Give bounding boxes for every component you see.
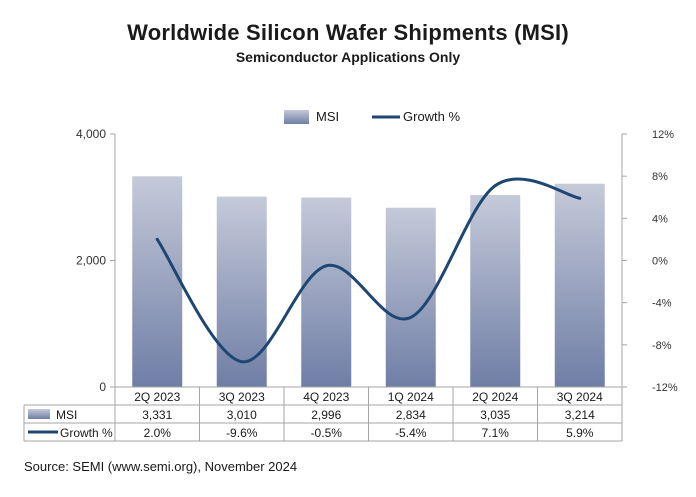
growth-point-3 xyxy=(409,315,413,319)
x-tick-label: 3Q 2023 xyxy=(219,390,265,404)
bar-msi-1 xyxy=(216,196,267,387)
y-left-tick-label: 2,000 xyxy=(76,254,106,268)
y-right-tick-label: -8% xyxy=(652,340,672,352)
y-right-tick-label: 4% xyxy=(652,213,668,225)
data-label-growth: 7.1% xyxy=(482,426,510,440)
bar-msi-0 xyxy=(132,176,183,387)
data-label-growth: 5.9% xyxy=(566,426,594,440)
source-note: Source: SEMI (www.semi.org), November 20… xyxy=(24,459,298,474)
y-right-tick-label: -12% xyxy=(652,382,678,394)
data-label-msi: 3,331 xyxy=(142,408,172,422)
data-label-msi: 2,996 xyxy=(311,408,341,422)
x-tick-label: 2Q 2023 xyxy=(134,390,180,404)
y-left-tick-label: 0 xyxy=(99,380,106,394)
data-label-msi: 2,834 xyxy=(396,408,426,422)
growth-point-5 xyxy=(578,196,582,200)
legend-swatch-msi xyxy=(284,110,309,124)
data-label-growth: -5.4% xyxy=(395,426,427,440)
legend-label-growth: Growth % xyxy=(403,109,461,124)
table-swatch-msi xyxy=(28,409,50,419)
y-right-tick-label: 0% xyxy=(652,256,668,268)
line-series-growth xyxy=(155,177,582,364)
chart-title: Worldwide Silicon Wafer Shipments (MSI) xyxy=(127,20,569,45)
growth-point-1 xyxy=(240,360,244,364)
growth-point-0 xyxy=(155,237,159,241)
growth-point-4 xyxy=(493,184,497,188)
data-label-growth: -9.6% xyxy=(226,426,258,440)
y-right-tick-label: -4% xyxy=(652,298,672,310)
y-left-tick-label: 4,000 xyxy=(76,127,106,141)
data-label-msi: 3,035 xyxy=(480,408,510,422)
legend-label-msi: MSI xyxy=(316,109,339,124)
y-right-tick-label: 8% xyxy=(652,171,668,183)
data-label-growth: 2.0% xyxy=(144,426,172,440)
bar-msi-5 xyxy=(554,183,605,387)
chart-subtitle: Semiconductor Applications Only xyxy=(235,49,461,65)
table-row-label-growth: Growth % xyxy=(60,426,113,440)
data-label-msi: 3,214 xyxy=(565,408,595,422)
x-tick-label: 2Q 2024 xyxy=(472,390,518,404)
growth-point-2 xyxy=(324,264,328,268)
data-label-growth: -0.5% xyxy=(311,426,343,440)
table-row-label-msi: MSI xyxy=(56,408,77,422)
data-table: 2Q 2023 3Q 2023 4Q 2023 1Q 2024 2Q 2024 3Q 20… xyxy=(23,386,623,442)
y-right-tick-label: 12% xyxy=(652,129,674,141)
bar-msi-3 xyxy=(385,207,436,387)
legend: MSI Growth % xyxy=(284,109,461,124)
data-label-msi: 3,010 xyxy=(227,408,257,422)
bar-series-msi xyxy=(132,176,605,387)
bar-msi-2 xyxy=(301,197,352,387)
x-tick-label: 3Q 2024 xyxy=(557,390,603,404)
x-tick-label: 1Q 2024 xyxy=(388,390,434,404)
x-tick-label: 4Q 2023 xyxy=(303,390,349,404)
bar-msi-4 xyxy=(470,195,521,387)
